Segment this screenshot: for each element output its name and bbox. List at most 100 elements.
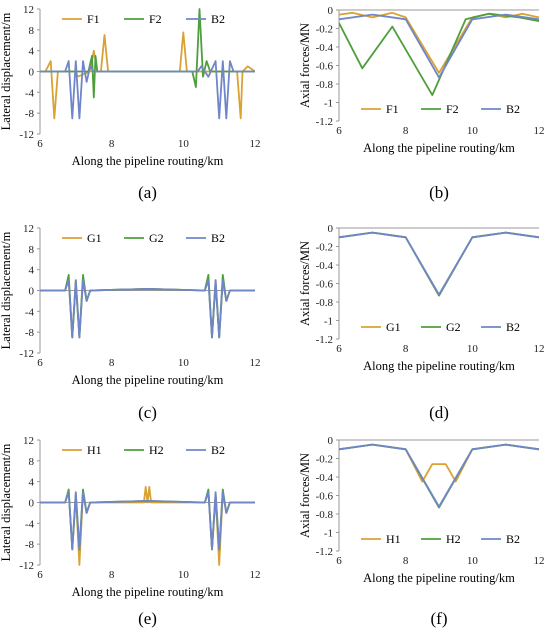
y-tick-label: -0.4 [316, 472, 334, 484]
x-tick-label: 10 [467, 555, 479, 567]
x-tick-label: 12 [534, 555, 545, 567]
panel-label: (b) [429, 183, 449, 202]
x-tick-label: 6 [37, 569, 43, 581]
x-tick-label: 8 [403, 343, 409, 355]
y-tick-label: 12 [23, 435, 34, 447]
series-line-f1 [339, 11, 539, 74]
y-axis-label: Lateral displacement/m [0, 443, 13, 561]
y-tick-label: 12 [23, 223, 34, 235]
y-tick-label: -0.8 [316, 79, 334, 91]
series-line-b2 [339, 231, 539, 296]
x-tick-label: 8 [403, 555, 409, 567]
y-tick-label: -1 [324, 316, 333, 328]
legend-label: B2 [211, 231, 225, 245]
x-tick-label: 8 [403, 125, 409, 137]
y-tick-label: 0 [29, 498, 35, 510]
x-tick-label: 6 [336, 555, 342, 567]
series-line-b2 [40, 279, 255, 339]
panel-e: 12 8 4 0 -4 -8 -126 8 10 12 Along the pipeline rou… [0, 435, 261, 628]
y-axis-label: Axial forces/MN [298, 23, 312, 108]
y-tick-label: -12 [19, 348, 34, 360]
y-tick-label: -1.2 [316, 116, 333, 128]
y-tick-label: 0 [328, 5, 334, 17]
y-tick-label: -0.6 [316, 61, 334, 73]
series-line-g1 [339, 231, 539, 297]
x-tick-label: 10 [178, 569, 190, 581]
y-tick-label: -0.2 [316, 454, 333, 466]
panel-f: 0 -0.2 -0.4 -0.6 -0.8 -1 -1.26 8 10 12 Along the p… [298, 435, 545, 628]
x-axis-label: Along the pipeline routing/km [72, 373, 224, 387]
panel-label: (e) [138, 609, 157, 628]
series-line-b2 [339, 443, 539, 508]
panel-a: 12 8 4 0 -4 -8 -126 8 10 12 Along the pipeline rou… [0, 4, 261, 202]
x-axis-label: Along the pipeline routing/km [363, 359, 515, 373]
series-line-h1 [339, 443, 539, 483]
series-line-g2 [339, 231, 539, 297]
y-tick-label: -0.2 [316, 242, 333, 254]
x-axis-label: Along the pipeline routing/km [72, 154, 224, 168]
legend-label: F1 [386, 102, 399, 116]
panel-label: (f) [431, 609, 448, 628]
y-tick-label: -4 [25, 306, 35, 318]
x-tick-label: 10 [178, 138, 190, 150]
y-tick-label: -1 [324, 98, 333, 110]
y-tick-label: -0.4 [316, 42, 334, 54]
y-tick-label: -1.2 [316, 546, 333, 558]
panel-label: (a) [138, 183, 157, 202]
y-tick-label: 0 [328, 223, 334, 235]
y-tick-label: -1 [324, 528, 333, 540]
y-tick-label: 0 [328, 435, 334, 447]
y-tick-label: -8 [25, 108, 35, 120]
y-tick-label: -8 [25, 539, 35, 551]
panel-label: (d) [429, 403, 449, 422]
y-tick-label: -8 [25, 327, 35, 339]
x-axis-label: Along the pipeline routing/km [363, 571, 515, 585]
panel-d: 0 -0.2 -0.4 -0.6 -0.8 -1 -1.26 8 10 12 Along the p… [298, 223, 545, 422]
y-axis-label: Axial forces/MN [298, 241, 312, 326]
x-axis-label: Along the pipeline routing/km [72, 585, 224, 599]
x-tick-label: 6 [37, 357, 43, 369]
legend-label: H2 [149, 443, 164, 457]
y-tick-label: -0.8 [316, 297, 334, 309]
legend-label: G1 [87, 231, 102, 245]
panel-label: (c) [138, 403, 157, 422]
y-tick-label: -12 [19, 129, 34, 141]
x-tick-label: 12 [250, 138, 261, 150]
y-tick-label: 12 [23, 4, 34, 16]
y-tick-label: 4 [29, 477, 35, 489]
legend-label: G2 [446, 320, 461, 334]
legend-label: F2 [149, 12, 162, 26]
x-tick-label: 8 [109, 138, 115, 150]
y-tick-label: 0 [29, 286, 35, 298]
x-tick-label: 6 [37, 138, 43, 150]
legend-label: G1 [386, 320, 401, 334]
x-tick-label: 8 [109, 357, 115, 369]
y-tick-label: 4 [29, 265, 35, 277]
x-tick-label: 6 [336, 343, 342, 355]
y-tick-label: -4 [25, 518, 35, 530]
y-axis-label: Lateral displacement/m [0, 231, 13, 349]
y-axis-label: Axial forces/MN [298, 453, 312, 538]
legend-label: B2 [506, 320, 520, 334]
legend-label: B2 [506, 102, 520, 116]
panel-b: 0 -0.2 -0.4 -0.6 -0.8 -1 -1.26 8 10 12 Along the p… [298, 5, 545, 202]
legend-label: F1 [87, 12, 100, 26]
y-tick-label: -0.4 [316, 260, 334, 272]
x-axis-label: Along the pipeline routing/km [363, 141, 515, 155]
y-tick-label: 8 [29, 456, 35, 468]
y-tick-label: 4 [29, 46, 35, 58]
series-line-b2 [40, 60, 255, 120]
y-tick-label: -0.2 [316, 24, 333, 36]
y-tick-label: -0.6 [316, 279, 334, 291]
y-tick-label: -1.2 [316, 334, 333, 346]
x-tick-label: 10 [178, 357, 190, 369]
y-tick-label: 8 [29, 244, 35, 256]
y-tick-label: -4 [25, 87, 35, 99]
legend-label: F2 [446, 102, 459, 116]
series-line-b2 [339, 13, 539, 79]
legend-label: G2 [149, 231, 164, 245]
series-line-f2 [339, 12, 539, 96]
y-tick-label: -0.6 [316, 491, 334, 503]
